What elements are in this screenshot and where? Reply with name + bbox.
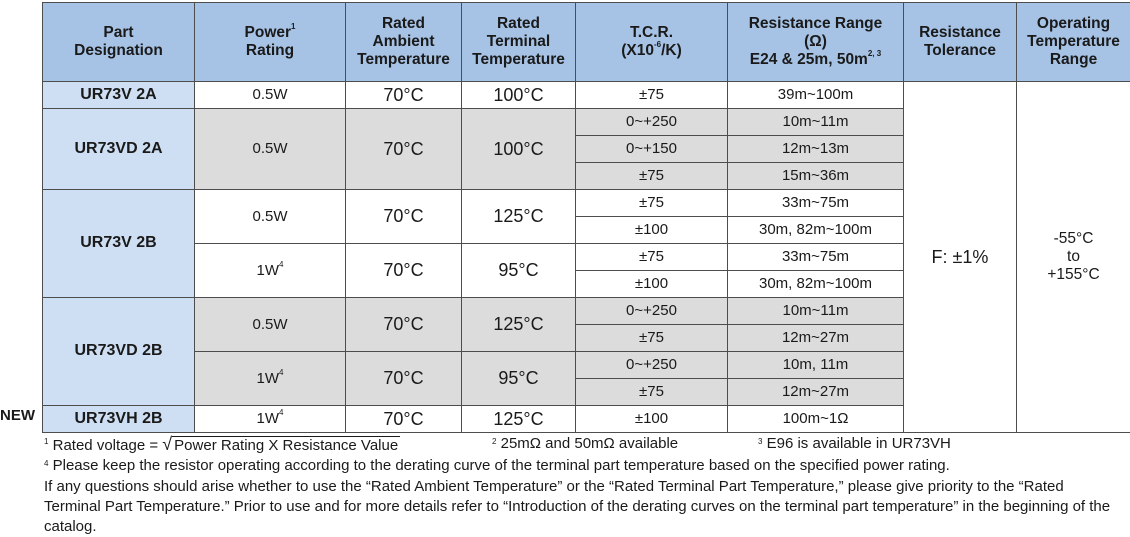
- header-tcr: T.C.R.(X10-6/K): [576, 3, 728, 82]
- tcr-cell: ±75: [576, 244, 728, 271]
- footnotes: 1 Rated voltage = √Power Rating X Resist…: [44, 434, 1124, 537]
- ambient-temperature-cell: 70°C: [346, 82, 462, 109]
- power-rating-cell: 1W4: [195, 244, 346, 298]
- priority-note: If any questions should arise whether to…: [44, 477, 1124, 537]
- tcr-cell: 0~+250: [576, 109, 728, 136]
- footnote-4: 4 Please keep the resistor operating acc…: [44, 456, 1124, 476]
- ambient-temperature-cell: 70°C: [346, 244, 462, 298]
- tcr-cell: ±75: [576, 325, 728, 352]
- footnote-row: 1 Rated voltage = √Power Rating X Resist…: [44, 434, 1124, 456]
- power-rating-cell: 0.5W: [195, 109, 346, 190]
- tcr-cell: ±100: [576, 217, 728, 244]
- power-rating-cell: 0.5W: [195, 298, 346, 352]
- terminal-temperature-cell: 100°C: [462, 109, 576, 190]
- ambient-temperature-cell: 70°C: [346, 406, 462, 433]
- terminal-temperature-cell: 125°C: [462, 190, 576, 244]
- square-root-icon: √: [162, 434, 172, 454]
- power-rating-cell: 0.5W: [195, 190, 346, 244]
- ambient-temperature-cell: 70°C: [346, 352, 462, 406]
- footnote-1: 1 Rated voltage = √Power Rating X Resist…: [44, 434, 400, 456]
- tcr-cell: 0~+250: [576, 352, 728, 379]
- part-designation-cell: UR73V 2B: [43, 190, 195, 298]
- resistance-range-cell: 100m~1Ω: [728, 406, 904, 433]
- tcr-cell: ±75: [576, 82, 728, 109]
- resistance-range-cell: 12m~13m: [728, 136, 904, 163]
- resistance-range-cell: 39m~100m: [728, 82, 904, 109]
- resistance-range-cell: 10m~11m: [728, 298, 904, 325]
- terminal-temperature-cell: 100°C: [462, 82, 576, 109]
- terminal-temperature-cell: 125°C: [462, 406, 576, 433]
- resistance-range-cell: 30m, 82m~100m: [728, 217, 904, 244]
- resistance-range-cell: 33m~75m: [728, 190, 904, 217]
- tcr-cell: 0~+150: [576, 136, 728, 163]
- terminal-temperature-cell: 125°C: [462, 298, 576, 352]
- power-rating-cell: 1W4: [195, 352, 346, 406]
- resistance-range-cell: 33m~75m: [728, 244, 904, 271]
- resistance-range-cell: 30m, 82m~100m: [728, 271, 904, 298]
- new-product-label: NEW: [0, 406, 42, 426]
- tcr-cell: 0~+250: [576, 298, 728, 325]
- tcr-cell: ±100: [576, 406, 728, 433]
- ambient-temperature-cell: 70°C: [346, 298, 462, 352]
- table-row: UR73V 2A 0.5W 70°C 100°C ±75 39m~100m F:…: [43, 82, 1130, 109]
- power-rating-cell: 1W4: [195, 406, 346, 433]
- terminal-temperature-cell: 95°C: [462, 244, 576, 298]
- resistance-range-cell: 10m~11m: [728, 109, 904, 136]
- tcr-cell: ±75: [576, 379, 728, 406]
- ambient-temperature-cell: 70°C: [346, 109, 462, 190]
- resistance-tolerance-cell: F: ±1%: [904, 82, 1017, 433]
- resistance-range-cell: 12m~27m: [728, 325, 904, 352]
- terminal-temperature-cell: 95°C: [462, 352, 576, 406]
- ambient-temperature-cell: 70°C: [346, 190, 462, 244]
- part-designation-cell: UR73VH 2B: [43, 406, 195, 433]
- tcr-cell: ±75: [576, 163, 728, 190]
- footnote-3: 3 E96 is available in UR73VH: [758, 434, 951, 454]
- tcr-cell: ±75: [576, 190, 728, 217]
- resistance-range-cell: 10m, 11m: [728, 352, 904, 379]
- resistance-range-cell: 12m~27m: [728, 379, 904, 406]
- resistance-range-cell: 15m~36m: [728, 163, 904, 190]
- part-designation-cell: UR73VD 2A: [43, 109, 195, 190]
- tcr-cell: ±100: [576, 271, 728, 298]
- footnote-2: 2 25mΩ and 50mΩ available: [492, 434, 678, 454]
- part-designation-cell: UR73VD 2B: [43, 298, 195, 406]
- header-resistance-range: Resistance Range(Ω)E24 & 25m, 50m2, 3: [728, 3, 904, 82]
- power-rating-cell: 0.5W: [195, 82, 346, 109]
- part-designation-cell: UR73V 2A: [43, 82, 195, 109]
